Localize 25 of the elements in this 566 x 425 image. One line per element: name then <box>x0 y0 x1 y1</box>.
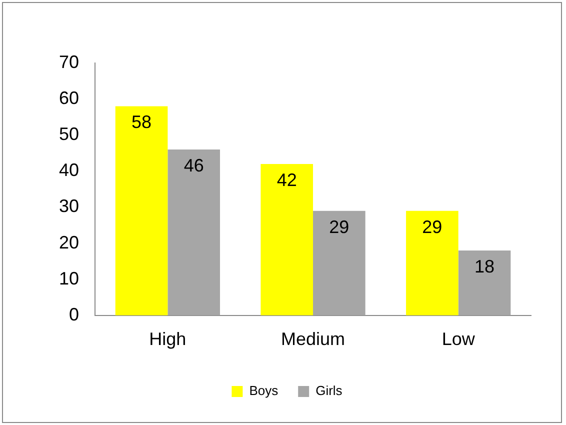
bar <box>313 210 366 316</box>
data-label: 46 <box>184 156 204 176</box>
bar <box>168 150 220 316</box>
x-tick-label: High <box>149 329 186 350</box>
x-tick-label: Low <box>442 329 476 350</box>
data-label: 42 <box>276 170 297 190</box>
y-tick-label: 20 <box>58 232 80 252</box>
y-tick-label: 40 <box>58 160 80 180</box>
x-tick-label: Medium <box>280 329 346 350</box>
data-label: 29 <box>329 216 350 237</box>
y-tick-label: 60 <box>58 88 80 108</box>
data-label: 29 <box>422 216 442 237</box>
legend-label: Girls <box>316 383 343 398</box>
y-tick-label: 10 <box>58 268 80 288</box>
bar <box>458 250 511 316</box>
y-tick-label: 50 <box>58 124 80 144</box>
y-tick-label: 70 <box>58 52 80 72</box>
legend-label: Boys <box>249 383 279 398</box>
data-label: 58 <box>132 112 152 132</box>
data-label: 18 <box>474 256 495 276</box>
y-tick-label: 30 <box>58 196 80 216</box>
bar <box>115 106 168 316</box>
bar <box>260 164 314 316</box>
y-tick-label: 0 <box>69 304 80 324</box>
bar <box>406 210 458 316</box>
